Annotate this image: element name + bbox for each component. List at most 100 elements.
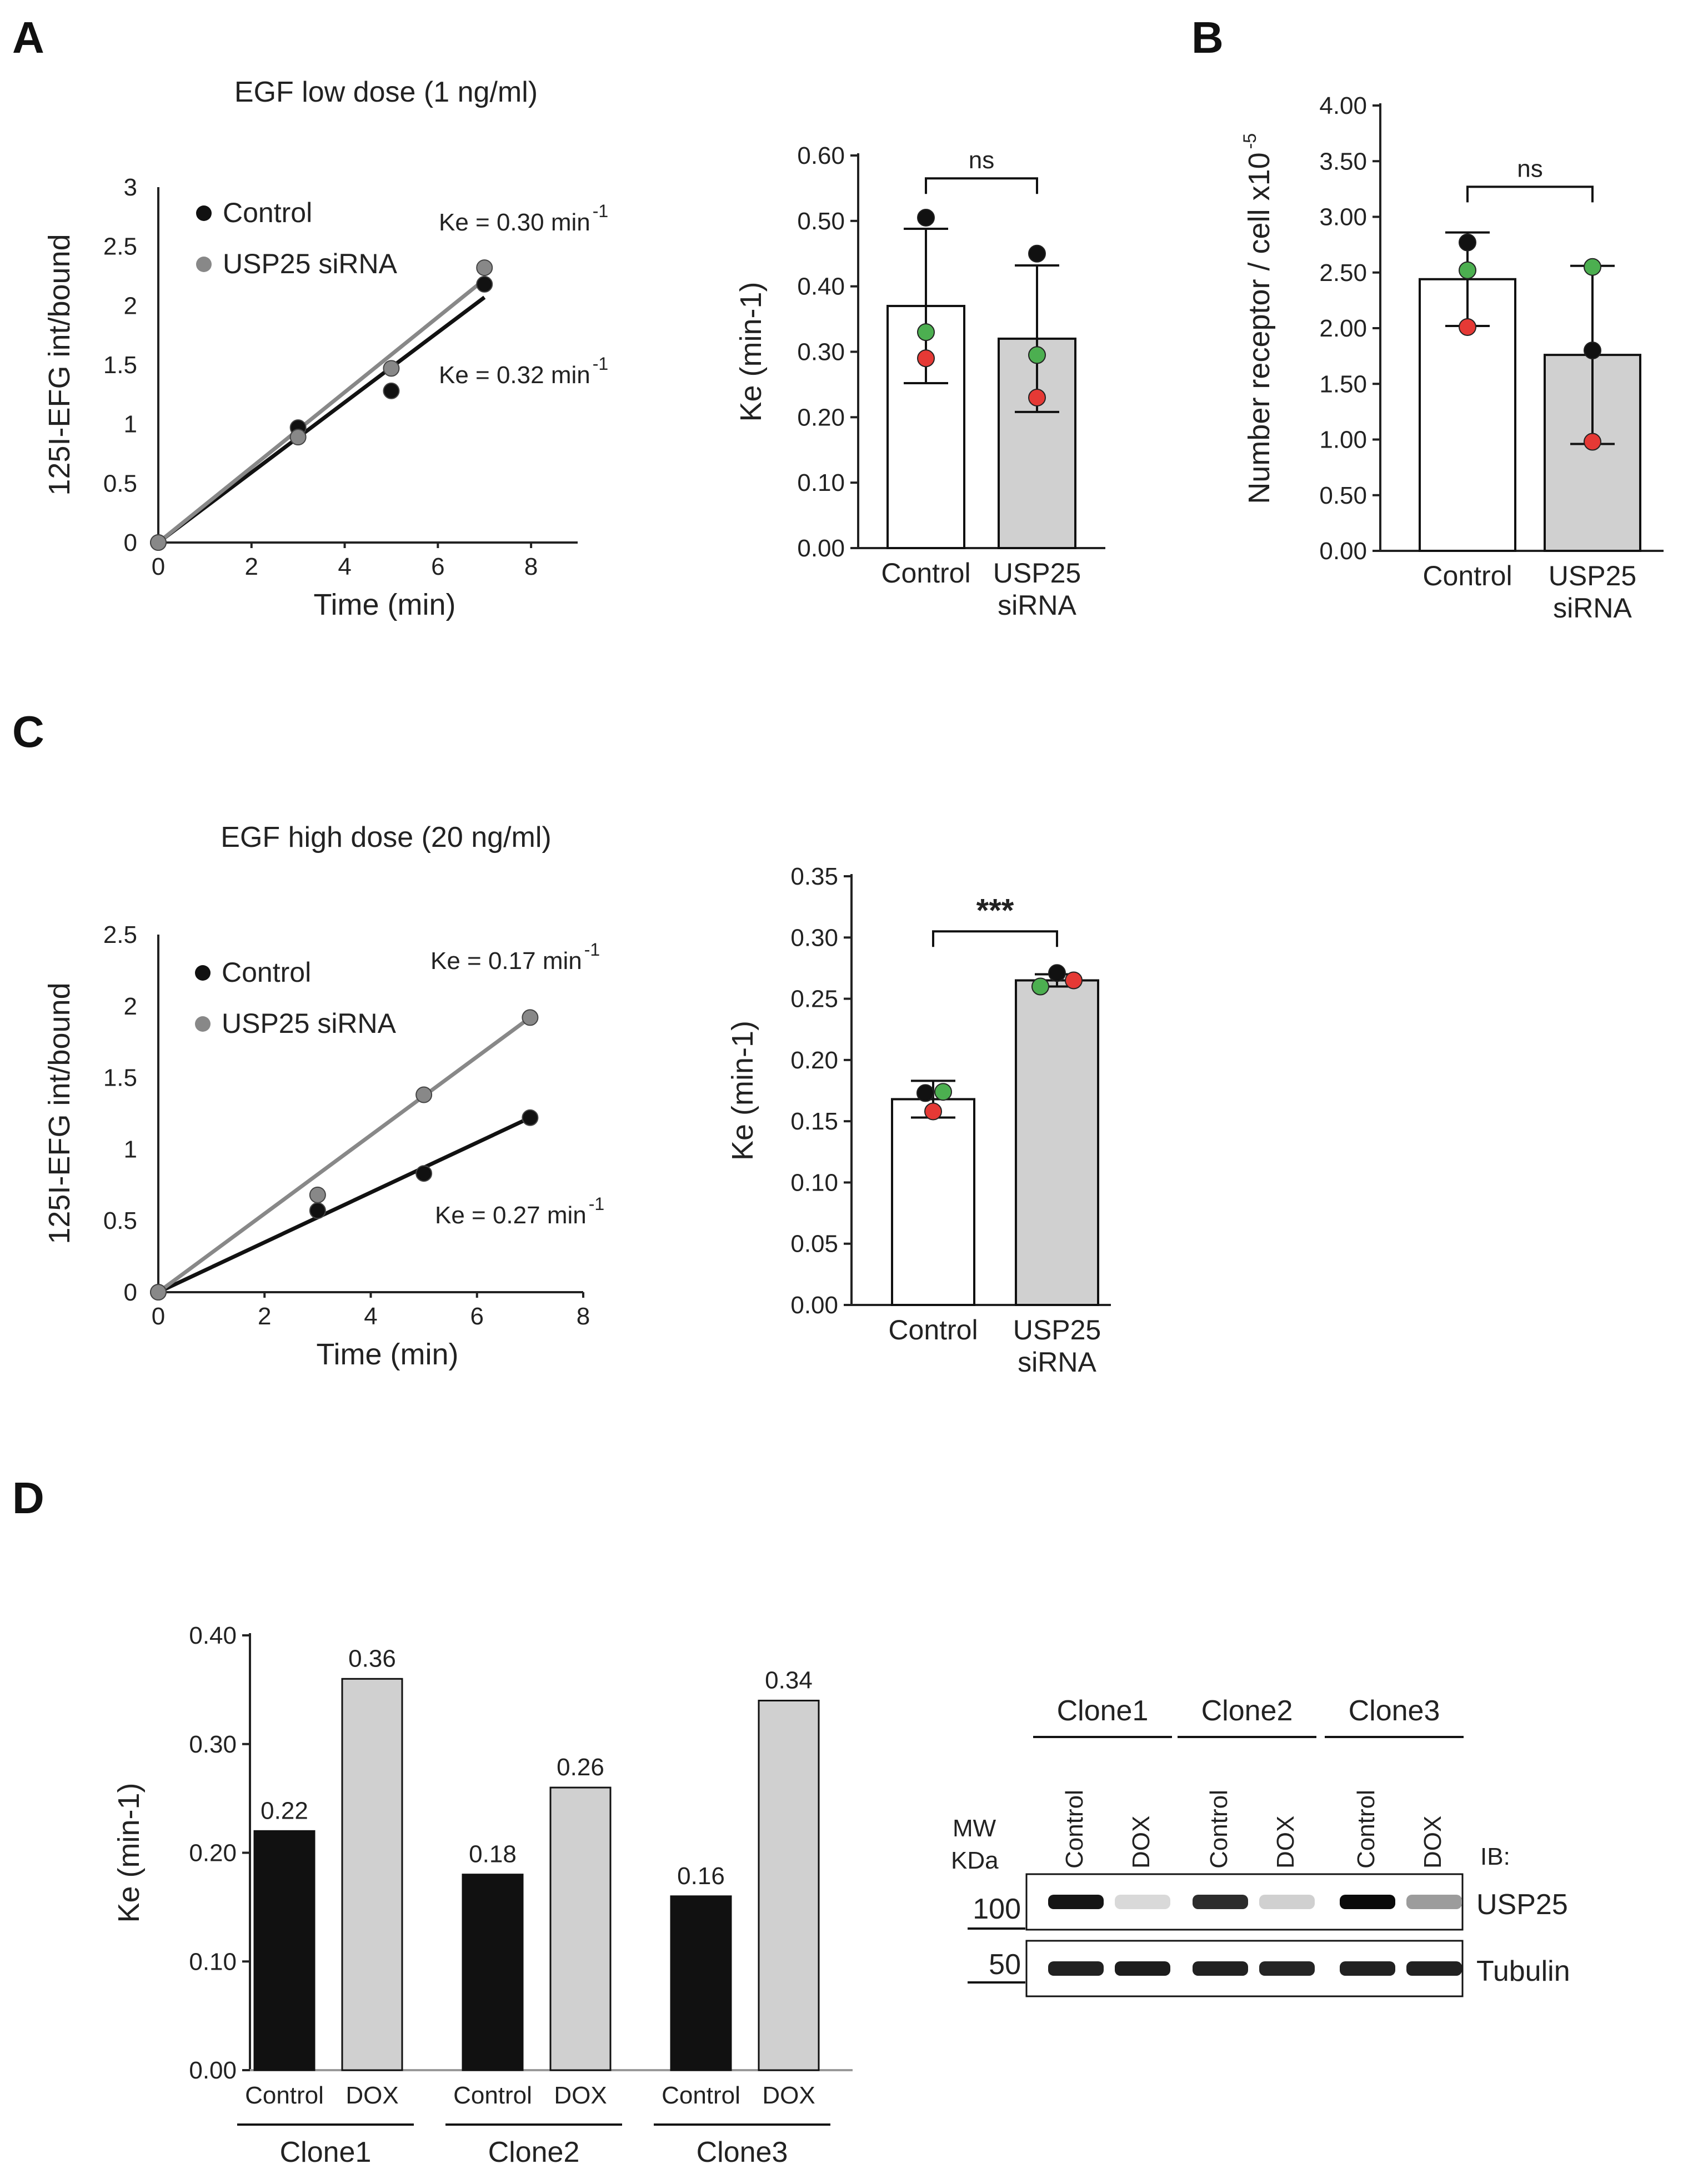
bar-value-label: 0.26 <box>557 1754 604 1781</box>
bar-control <box>670 1895 732 2071</box>
significance-label: ns <box>969 147 994 174</box>
replicate-dot <box>1459 318 1476 336</box>
blot-band <box>1340 1895 1395 1909</box>
y-tick-label: 1.00 <box>1319 426 1367 454</box>
x-tick-label: 2 <box>245 553 258 580</box>
blot-band <box>1406 1895 1462 1909</box>
data-point-control <box>383 382 400 399</box>
y-tick-label: 0.10 <box>189 1948 237 1975</box>
ke-superscript: -1 <box>593 354 608 374</box>
data-point-usp25 <box>415 1086 433 1103</box>
y-tick-label: 0.30 <box>189 1731 237 1758</box>
blot-band <box>1259 1895 1315 1909</box>
y-tick-label: 3.50 <box>1319 148 1367 175</box>
ke-superscript: -1 <box>589 1194 604 1214</box>
clone-label: Clone1 <box>1057 1695 1149 1727</box>
bar-control <box>891 1098 975 1306</box>
category-label: siRNA <box>1018 1347 1096 1378</box>
y-tick-label: 0.30 <box>790 924 838 951</box>
x-axis-label: Time (min) <box>314 588 456 621</box>
replicate-dot <box>916 1084 934 1102</box>
y-tick-label: 0.05 <box>790 1231 838 1258</box>
data-point-usp25 <box>522 1009 539 1026</box>
x-tick-label: 2 <box>258 1303 271 1330</box>
data-point-control <box>415 1165 433 1182</box>
mw-marker-label: 100 <box>973 1893 1021 1925</box>
y-tick-label: 2.50 <box>1319 259 1367 287</box>
legend-label: USP25 siRNA <box>223 248 398 279</box>
panel-letter-a: A <box>12 13 44 62</box>
category-label: USP25 <box>1549 560 1636 591</box>
chart-c-right: 0.00 0.05 0.10 0.15 0.20 0.25 0.30 0.35 Ke (min-… <box>726 863 1111 1378</box>
category-label: Control <box>888 1314 978 1345</box>
y-tick-label: 2.00 <box>1319 315 1367 342</box>
y-axis-label: Ke (min-1) <box>112 1783 146 1922</box>
x-tick-label: 4 <box>338 553 351 580</box>
y-axis-label: Ke (min-1) <box>726 1021 759 1161</box>
panel-letter-c: C <box>12 707 44 756</box>
fit-line-usp25 <box>157 278 486 544</box>
y-tick-label: 0.35 <box>790 863 838 890</box>
y-tick-label: 0 <box>124 529 137 556</box>
fit-line-control <box>157 1116 531 1294</box>
legend-marker <box>195 965 211 981</box>
bar-control <box>462 1874 524 2071</box>
x-tick-label: 8 <box>577 1303 590 1330</box>
bar-value-label: 0.18 <box>469 1841 517 1868</box>
category-label: DOX <box>762 2082 815 2109</box>
replicate-dot <box>934 1083 952 1101</box>
significance-bracket <box>932 930 1058 947</box>
y-tick-label: 0.00 <box>797 535 845 562</box>
y-tick-label: 0.50 <box>797 208 845 235</box>
blot-band <box>1193 1961 1248 1976</box>
clone-label: Clone2 <box>1201 1695 1293 1727</box>
replicate-dot <box>917 208 935 227</box>
chart-a-right: 0.00 0.10 0.20 0.30 0.40 0.50 0.60 Ke (min-1) Co… <box>734 142 1105 621</box>
y-tick-label: 0.40 <box>189 1622 237 1649</box>
clone-label: Clone3 <box>1349 1695 1440 1727</box>
replicate-dot <box>1065 971 1083 990</box>
replicate-dot <box>1459 261 1476 279</box>
legend-label: Control <box>222 957 311 988</box>
data-point-usp25 <box>476 259 493 277</box>
x-tick-label: 0 <box>152 1303 165 1330</box>
ke-annotation: Ke = 0.32 min <box>439 362 590 389</box>
data-point-control <box>309 1202 326 1219</box>
y-tick-label: 0.00 <box>189 2057 237 2084</box>
bar-value-label: 0.16 <box>677 1862 725 1890</box>
legend-label: Control <box>223 197 312 228</box>
mw-label: MW <box>953 1815 996 1842</box>
significance-bracket <box>925 177 1038 194</box>
western-blot: Clone1 Clone2 Clone3 Control DOX Control DOX Co… <box>951 1695 1570 1997</box>
blot-band <box>1193 1895 1248 1909</box>
ke-superscript: -1 <box>593 201 608 221</box>
blot-band <box>1340 1961 1395 1976</box>
y-tick-label: 0.10 <box>797 469 845 496</box>
ib-label: IB: <box>1480 1843 1510 1870</box>
bar-dox <box>549 1786 612 2071</box>
x-tick-label: 6 <box>470 1303 484 1330</box>
mw-marker-label: 50 <box>989 1949 1021 1981</box>
panel-letter-b: B <box>1191 13 1224 62</box>
y-tick-label: 0.10 <box>790 1169 838 1196</box>
data-point-usp25 <box>150 534 167 551</box>
lane-label: DOX <box>1272 1816 1299 1869</box>
legend-marker <box>196 205 212 221</box>
data-point-usp25 <box>289 429 307 446</box>
chart-b: 0.00 0.50 1.00 1.50 2.00 2.50 3.00 3.50 4.00 Numb… <box>1240 92 1664 624</box>
lane-label: DOX <box>1419 1816 1446 1869</box>
replicate-dot <box>917 323 935 342</box>
blot-band <box>1259 1961 1315 1976</box>
category-label: USP25 <box>993 558 1081 589</box>
group-label: Clone2 <box>488 2136 580 2168</box>
data-point-usp25 <box>309 1186 326 1203</box>
fit-line-control <box>157 295 486 544</box>
y-tick-label: 1.5 <box>103 352 137 379</box>
data-point-usp25 <box>383 360 400 377</box>
group-label: Clone3 <box>697 2136 788 2168</box>
ke-annotation: Ke = 0.30 min <box>439 209 590 236</box>
y-tick-label: 0.20 <box>189 1840 237 1867</box>
y-tick-label: 1.5 <box>103 1065 137 1092</box>
blot-band <box>1406 1961 1462 1976</box>
y-tick-label: 0.20 <box>797 404 845 431</box>
